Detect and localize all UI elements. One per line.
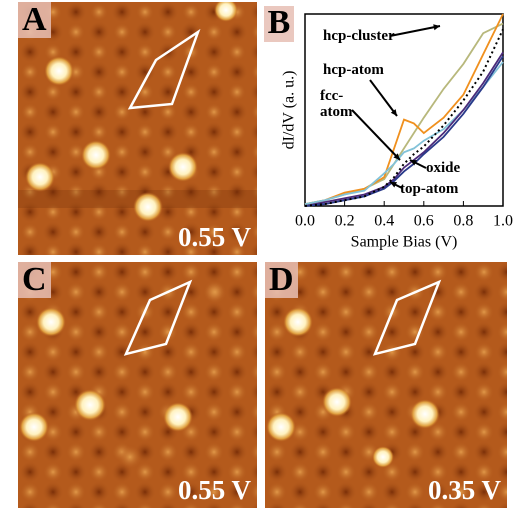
- stm-panel: D 0.35 V: [265, 262, 507, 508]
- bias-label: 0.55 V: [178, 222, 251, 253]
- panel-label: C: [18, 262, 51, 298]
- panel-label: A: [18, 2, 51, 38]
- bias-label: 0.55 V: [178, 475, 251, 506]
- legend-label: fcc-atom: [320, 88, 362, 120]
- legend-label: oxide: [426, 160, 486, 176]
- stm-image: [18, 262, 257, 508]
- legend-label: hcp-atom: [323, 62, 413, 78]
- stm-panel: A 0.55 V: [18, 2, 257, 255]
- stm-image: [265, 262, 507, 508]
- figure: {"panels": [ {"label": "A", "bias": "0.5…: [0, 0, 519, 510]
- stm-panel: C 0.55 V: [18, 262, 257, 508]
- legend-label: top-atom: [400, 181, 480, 197]
- annotations: hcp-cluster hcp-atom fcc-atom oxide top-atom: [260, 0, 519, 256]
- legend-label: hcp-cluster: [323, 28, 433, 44]
- panel-label: D: [265, 262, 298, 298]
- stm-image: [18, 2, 257, 255]
- bias-label: 0.35 V: [428, 475, 501, 506]
